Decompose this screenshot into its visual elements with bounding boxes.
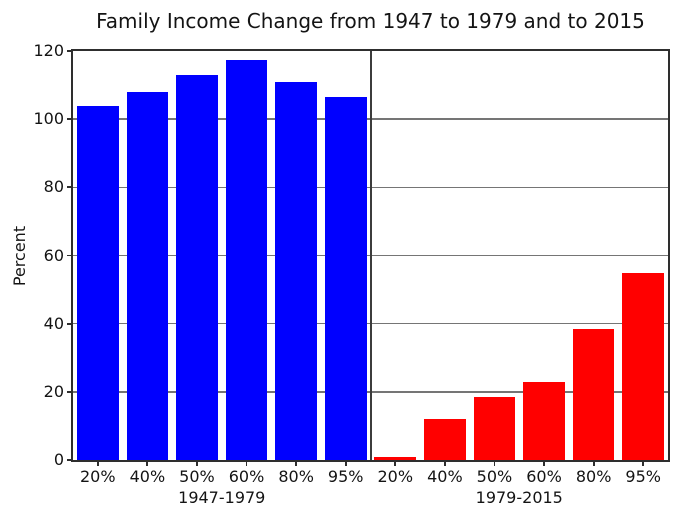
y-tick-mark	[67, 186, 71, 189]
y-tick-mark	[67, 118, 71, 121]
bar	[275, 81, 317, 460]
x-tick-label: 20%	[377, 467, 414, 486]
x-tick-label: 80%	[575, 467, 612, 486]
y-tick-label: 100	[33, 109, 64, 129]
bar	[324, 97, 367, 460]
y-tick-mark	[67, 50, 71, 52]
y-tick-label: 120	[33, 41, 64, 60]
y-tick-mark	[67, 459, 71, 461]
x-tick-label: 40%	[129, 467, 166, 486]
x-tick-label: 95%	[625, 467, 661, 486]
y-tick-label: 80	[43, 177, 64, 197]
bar	[572, 328, 615, 460]
x-tick-mark	[543, 462, 545, 466]
y-tick-label: 60	[43, 245, 64, 265]
series-divider-line	[369, 51, 372, 460]
bar	[76, 105, 119, 460]
bar	[126, 91, 169, 460]
x-tick-label: 80%	[278, 467, 314, 486]
x-tick-mark	[295, 462, 298, 466]
x-tick-label: 50%	[179, 467, 215, 486]
chart-title: Family Income Change from 1947 to 1979 a…	[96, 9, 645, 33]
y-tick-mark	[67, 390, 71, 393]
x-tick-mark	[245, 462, 248, 466]
x-tick-mark	[344, 462, 347, 466]
x-tick-label: 40%	[427, 467, 463, 486]
bar	[374, 456, 417, 460]
x-tick-label: 50%	[476, 467, 513, 486]
x-tick-label: 20%	[80, 467, 116, 486]
y-tick-label: 40	[43, 313, 64, 333]
bar	[225, 59, 268, 460]
y-tick-label: 0	[53, 450, 64, 469]
x-tick-mark	[196, 462, 198, 466]
bar	[473, 396, 516, 460]
x-tick-mark	[394, 462, 397, 466]
bar	[622, 272, 665, 460]
x-tick-label: 60%	[228, 467, 265, 486]
x-tick-mark	[443, 462, 446, 466]
y-tick-mark	[67, 254, 71, 257]
x-tick-mark	[146, 462, 149, 466]
x-tick-label: 95%	[327, 467, 364, 486]
x-tick-mark	[96, 462, 99, 466]
y-tick-label: 20	[43, 381, 64, 401]
group-label: 1979-2015	[475, 488, 563, 507]
group-label: 1947-1979	[178, 488, 266, 507]
x-tick-mark	[493, 462, 496, 466]
bar	[176, 74, 218, 460]
bar	[424, 419, 466, 460]
y-tick-mark	[67, 322, 71, 325]
bar	[523, 381, 565, 460]
x-tick-mark	[592, 462, 595, 466]
x-tick-mark	[642, 462, 645, 466]
x-tick-label: 60%	[526, 467, 562, 486]
